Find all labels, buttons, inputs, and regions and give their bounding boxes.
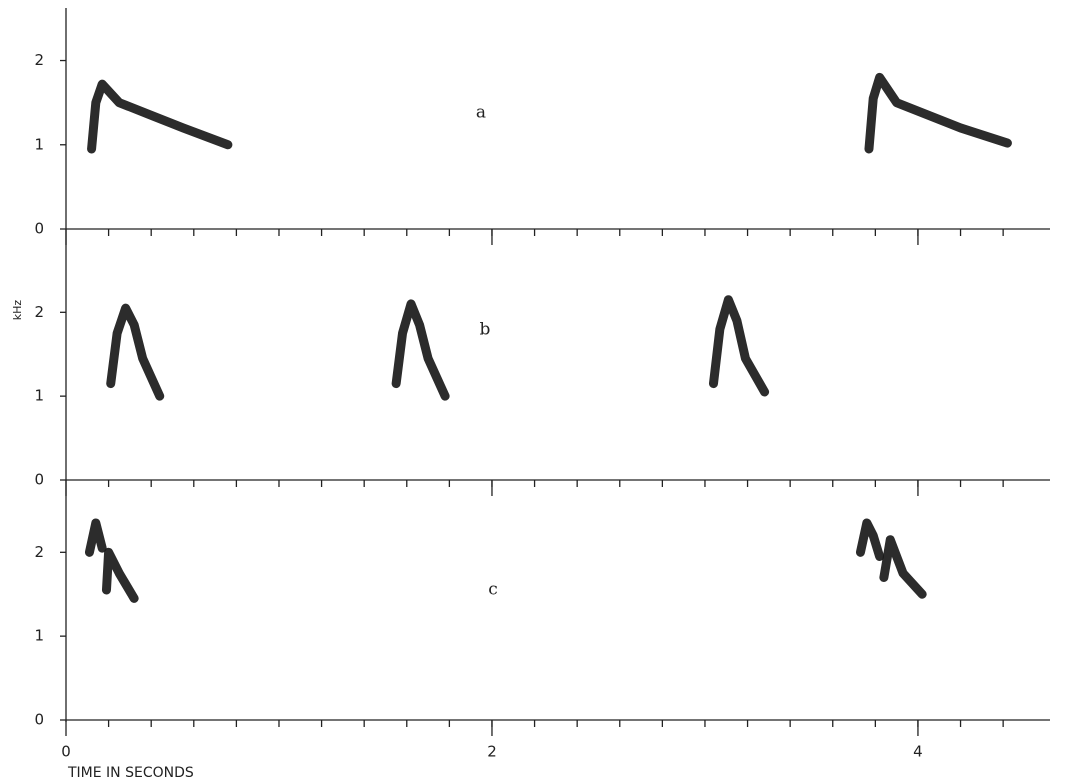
y-tick-label: 0	[34, 471, 44, 489]
syllable	[92, 84, 228, 149]
syllable	[713, 300, 764, 392]
syllable	[860, 523, 879, 557]
y-tick-label: 1	[34, 387, 44, 405]
panel-label: a	[476, 103, 486, 123]
x-tick-label: 4	[913, 743, 923, 761]
y-tick-label: 1	[34, 135, 44, 153]
syllable	[111, 308, 160, 396]
syllable	[884, 540, 922, 595]
y-axis-label: kHz	[11, 300, 24, 321]
y-tick-label: 0	[34, 711, 44, 729]
y-tick-label: 1	[34, 627, 44, 645]
x-axis-label: TIME IN SECONDS	[67, 765, 194, 781]
figure: kHz TIME IN SECONDS 0 1 2 a 0 1 2 b 0 1 2 c 0 2 4	[0, 0, 1066, 783]
y-tick-label: 2	[34, 51, 44, 69]
y-tick-label: 2	[34, 543, 44, 561]
panel-label: b	[480, 320, 491, 340]
syllable	[89, 523, 102, 552]
y-tick-label: 0	[34, 220, 44, 238]
syllable	[869, 77, 1007, 149]
y-tick-label: 2	[34, 303, 44, 321]
x-tick-label: 2	[487, 743, 497, 761]
x-tick-label: 0	[61, 743, 71, 761]
syllable	[106, 552, 134, 598]
syllable	[396, 304, 445, 396]
panel-label: c	[488, 580, 498, 600]
